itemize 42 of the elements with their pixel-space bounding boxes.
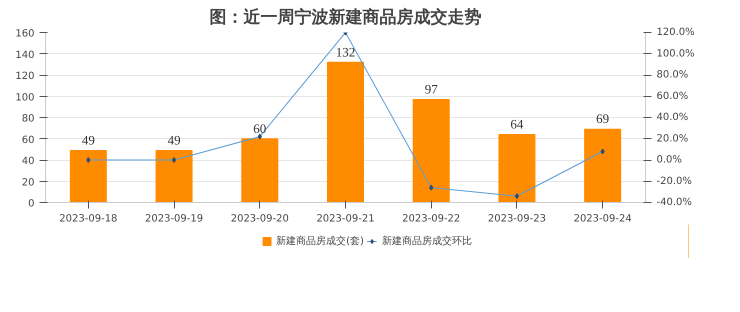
bar bbox=[327, 62, 364, 202]
y-tick-label: 80 bbox=[22, 114, 35, 124]
legend-label: 新建商品房成交(套) bbox=[276, 234, 364, 248]
y2-tick-label: 60.0% bbox=[656, 90, 688, 102]
y-tick-label: 140 bbox=[15, 50, 35, 61]
bar bbox=[241, 138, 278, 202]
x-tick-label: 2023-09-19 bbox=[145, 214, 204, 224]
x-tick-label: 2023-09-21 bbox=[316, 214, 375, 224]
y2-tick-label: 20.0% bbox=[656, 133, 688, 144]
bar bbox=[412, 98, 450, 202]
x-tick-label: 2023-09-18 bbox=[59, 214, 118, 224]
x-tick-label: 2023-09-23 bbox=[488, 214, 546, 224]
y-tick-label: 0 bbox=[28, 198, 35, 210]
y-tick-label: 60 bbox=[22, 134, 35, 146]
y2-tick-label: 120.0% bbox=[656, 27, 695, 38]
data-label: 64 bbox=[510, 116, 524, 132]
bar bbox=[584, 128, 622, 202]
y2-tick-label: -20.0% bbox=[656, 176, 692, 187]
x-tick-label: 2023-09-20 bbox=[230, 214, 289, 224]
data-label: 60 bbox=[253, 120, 266, 136]
chart-title: 图：近一周宁波新建商品房成交走势 bbox=[210, 8, 482, 28]
y2-tick-label: 80.0% bbox=[656, 70, 688, 80]
y-tick-label: 40 bbox=[22, 156, 35, 167]
y-tick-label: 100 bbox=[15, 92, 35, 104]
data-label: 49 bbox=[168, 132, 181, 148]
y2-tick-label: -40.0% bbox=[656, 197, 692, 208]
bar bbox=[498, 134, 536, 202]
y-tick-label: 160 bbox=[15, 28, 35, 40]
y2-tick-label: 40.0% bbox=[656, 112, 688, 123]
legend-label: 新建商品房成交环比 bbox=[382, 234, 472, 248]
y2-tick-label: 100.0% bbox=[656, 48, 695, 60]
y-tick-label: 20 bbox=[22, 177, 35, 188]
x-tick-label: 2023-09-22 bbox=[402, 214, 460, 224]
data-label: 49 bbox=[82, 132, 95, 148]
bar bbox=[156, 150, 193, 202]
y2-tick-label: 0.0% bbox=[656, 154, 682, 166]
data-label: 69 bbox=[596, 111, 610, 126]
x-tick-label: 2023-09-24 bbox=[574, 214, 632, 224]
y-tick-label: 120 bbox=[15, 71, 35, 82]
data-label: 97 bbox=[424, 81, 438, 96]
data-label: 132 bbox=[336, 44, 356, 60]
bar bbox=[70, 150, 107, 202]
